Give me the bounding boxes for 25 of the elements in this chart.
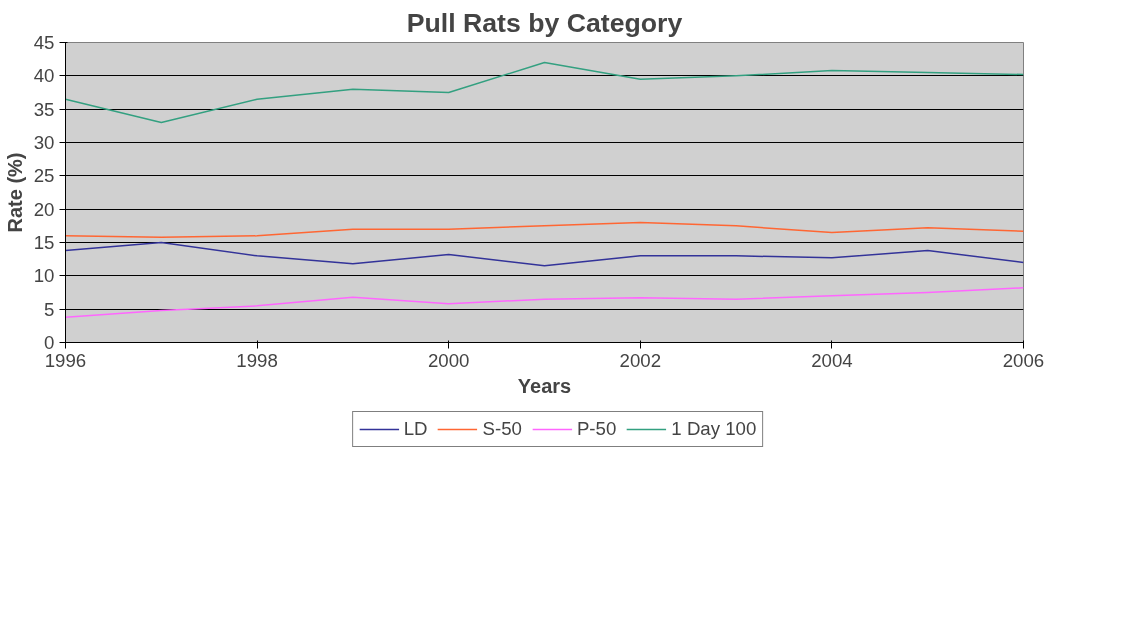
line-series (65, 61, 1024, 124)
y-tick-label: 45 (33, 32, 55, 53)
x-tick-label: 1998 (236, 349, 278, 371)
x-axis-title: Years (517, 374, 572, 397)
y-axis-title: Rate (%) (3, 152, 26, 233)
y-tick-label: 30 (33, 132, 55, 153)
y-tick-label: 35 (33, 98, 55, 120)
line-series (65, 287, 1024, 318)
chart-title: Pull Rats by Category (406, 7, 683, 38)
y-tick-label: 25 (33, 165, 55, 187)
y-tick-label: 40 (33, 65, 55, 87)
line-series (65, 241, 1024, 267)
x-tick-label: 2002 (619, 349, 662, 371)
legend-label: S-50 (482, 418, 522, 440)
x-tick-label: 2006 (1002, 349, 1045, 371)
legend-label: 1 Day 100 (671, 418, 757, 440)
legend-label: P-50 (576, 418, 617, 440)
y-tick-label: 10 (33, 265, 55, 287)
y-tick-label: 20 (33, 198, 55, 220)
legend-label: LD (403, 418, 428, 440)
x-tick-label: 2004 (811, 349, 853, 371)
x-tick-label: 2000 (427, 349, 470, 371)
y-tick-label: 5 (44, 298, 55, 320)
line-series (65, 221, 1024, 238)
y-tick-label: 15 (33, 232, 55, 253)
